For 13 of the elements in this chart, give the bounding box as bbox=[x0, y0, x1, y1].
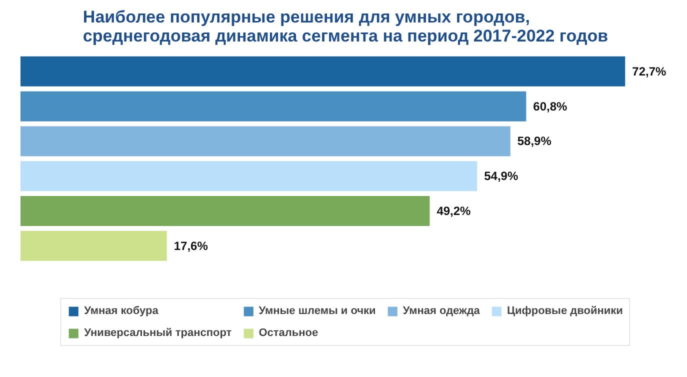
data-label: 49,2% bbox=[436, 204, 472, 218]
legend-label: Умные шлемы и очки bbox=[258, 305, 376, 317]
data-label: 17,6% bbox=[174, 238, 208, 253]
legend-label: Умная кобура bbox=[84, 305, 158, 317]
data-label: 60,8% bbox=[533, 99, 568, 114]
data-label: 54,9% bbox=[484, 169, 518, 184]
chart-title: Наиболее популярные решения для умных городов, среднегодовая динамика сегмента на период 2017-2022 годов bbox=[82, 8, 608, 46]
legend-label: Цифровые двойники bbox=[506, 305, 623, 317]
legend-label: Умная одежда bbox=[402, 305, 480, 317]
data-label: 58,9% bbox=[517, 134, 552, 148]
data-label: 72,7% bbox=[632, 64, 667, 78]
legend-label: Универсальный транспорт bbox=[84, 327, 232, 339]
legend-label: Остальное bbox=[258, 327, 318, 339]
